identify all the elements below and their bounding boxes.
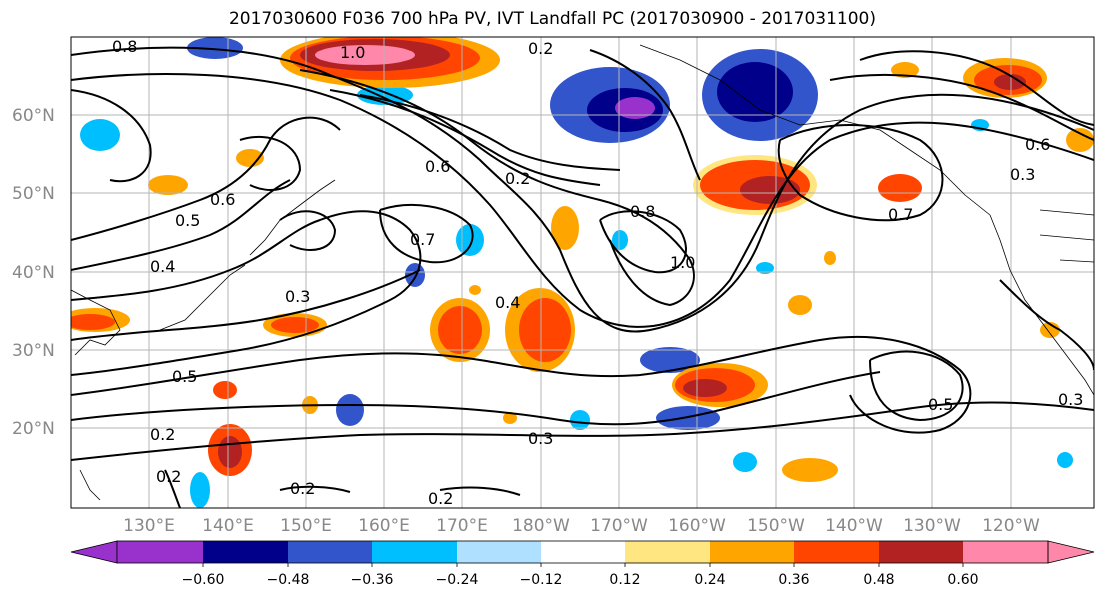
colorbar-segment bbox=[794, 541, 879, 563]
map-title: 2017030600 F036 700 hPa PV, IVT Landfall… bbox=[228, 9, 876, 29]
lon-label: 170°E bbox=[436, 516, 488, 536]
lat-label: 30°N bbox=[12, 341, 55, 361]
contour-label: 0.3 bbox=[528, 429, 553, 448]
colorbar-segment bbox=[710, 541, 794, 563]
colorbar-tick-label: −0.48 bbox=[267, 572, 310, 588]
colorbar-segment bbox=[625, 541, 710, 563]
lon-label: 180°W bbox=[512, 516, 570, 536]
lat-label: 50°N bbox=[12, 184, 55, 204]
contour-label: 0.2 bbox=[528, 39, 553, 58]
colorbar-tick-label: −0.36 bbox=[351, 572, 394, 588]
lon-label: 150°W bbox=[747, 516, 805, 536]
contour-label: 1.0 bbox=[670, 253, 695, 272]
lon-label: 140°W bbox=[825, 516, 883, 536]
contour-label: 0.2 bbox=[505, 169, 530, 188]
contour-label: 0.3 bbox=[1058, 390, 1083, 409]
contour-label: 0.4 bbox=[150, 257, 175, 276]
contour-labels: 0.8 1.0 0.2 0.6 0.5 0.4 0.7 0.3 0.5 0.2 … bbox=[112, 37, 1083, 508]
lat-label: 60°N bbox=[12, 106, 55, 126]
colorbar-tick-label: −0.12 bbox=[520, 572, 563, 588]
longitude-labels: 130°E 140°E 150°E 160°E 170°E 180°W 170°… bbox=[123, 516, 1040, 536]
colorbar-segment bbox=[288, 541, 372, 563]
lon-label: 170°W bbox=[590, 516, 648, 536]
shaded-anomalies bbox=[71, 37, 1094, 508]
pv-contours bbox=[71, 46, 1094, 508]
lat-label: 40°N bbox=[12, 263, 55, 283]
map-area: 0.8 1.0 0.2 0.6 0.5 0.4 0.7 0.3 0.5 0.2 … bbox=[71, 37, 1094, 508]
lon-label: 160°W bbox=[668, 516, 726, 536]
coastlines bbox=[71, 44, 1094, 501]
colorbar-segment bbox=[541, 541, 625, 563]
contour-label: 0.5 bbox=[175, 211, 200, 230]
colorbar-extend-high bbox=[1047, 540, 1095, 564]
contour-label: 0.3 bbox=[285, 287, 310, 306]
contour-label: 0.2 bbox=[156, 467, 181, 486]
contour-label: 1.0 bbox=[340, 43, 365, 62]
colorbar-segment bbox=[372, 541, 457, 563]
lon-label: 120°W bbox=[982, 516, 1040, 536]
colorbar-segment bbox=[457, 541, 541, 563]
contour-label: 0.8 bbox=[630, 202, 655, 221]
contour-label: 0.6 bbox=[1025, 135, 1050, 154]
colorbar-segment bbox=[203, 541, 288, 563]
lon-label: 160°E bbox=[358, 516, 410, 536]
colorbar: −0.60 −0.48 −0.36 −0.24 −0.12 0.12 0.24 … bbox=[70, 540, 1095, 588]
contour-label: 0.2 bbox=[428, 489, 453, 508]
lat-label: 20°N bbox=[12, 419, 55, 439]
contour-label: 0.6 bbox=[425, 157, 450, 176]
contour-label: 0.7 bbox=[888, 205, 913, 224]
contour-label: 0.6 bbox=[210, 190, 235, 209]
colorbar-segment bbox=[879, 541, 963, 563]
colorbar-tick-label: 0.48 bbox=[863, 572, 894, 588]
colorbar-extend-low bbox=[70, 540, 118, 564]
colorbar-tick-label: −0.60 bbox=[182, 572, 225, 588]
contour-label: 0.8 bbox=[112, 37, 137, 56]
colorbar-segment bbox=[963, 541, 1048, 563]
contour-label: 0.2 bbox=[150, 425, 175, 444]
latitude-labels: 60°N 50°N 40°N 30°N 20°N bbox=[12, 106, 55, 439]
colorbar-tick-label: 0.12 bbox=[609, 572, 640, 588]
lon-label: 130°W bbox=[903, 516, 961, 536]
contour-label: 0.2 bbox=[290, 479, 315, 498]
colorbar-tick-label: 0.24 bbox=[694, 572, 725, 588]
contour-label: 0.5 bbox=[172, 367, 197, 386]
contour-label: 0.7 bbox=[410, 230, 435, 249]
map-frame bbox=[70, 36, 1095, 509]
lon-label: 150°E bbox=[280, 516, 332, 536]
colorbar-tick-label: 0.60 bbox=[947, 572, 978, 588]
colorbar-tick-label: 0.36 bbox=[778, 572, 809, 588]
colorbar-segment bbox=[117, 541, 203, 563]
contour-label: 0.3 bbox=[1010, 165, 1035, 184]
colorbar-tick-label: −0.24 bbox=[436, 572, 479, 588]
lon-label: 140°E bbox=[202, 516, 254, 536]
contour-label: 0.5 bbox=[928, 395, 953, 414]
contour-label: 0.4 bbox=[495, 293, 520, 312]
lon-label: 130°E bbox=[123, 516, 175, 536]
